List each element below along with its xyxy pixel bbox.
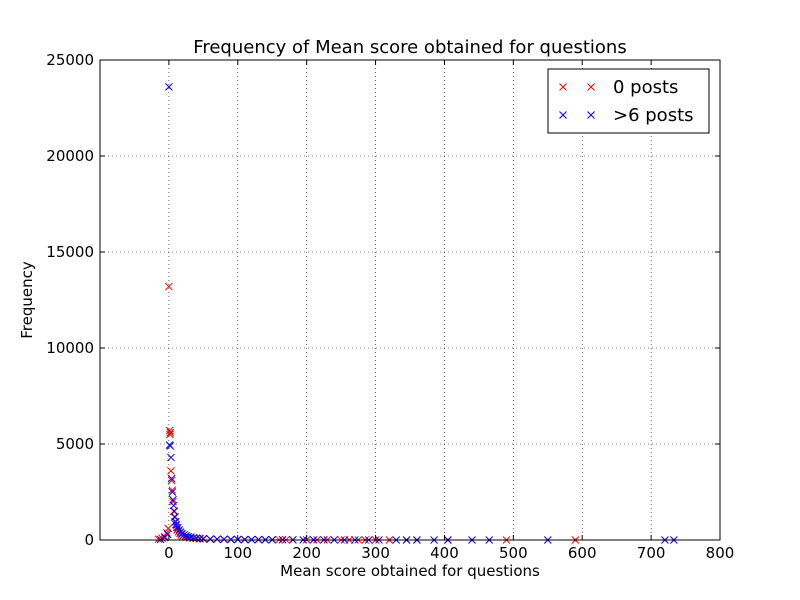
x-tick-label: 300: [361, 544, 390, 562]
legend: 0 posts >6 posts: [547, 68, 710, 134]
x-tick-label: 200: [292, 544, 321, 562]
data-point: [171, 517, 180, 526]
legend-marker: [587, 111, 595, 119]
data-point: [173, 523, 182, 532]
data-point: [213, 535, 221, 543]
legend-marker: [587, 83, 595, 91]
x-tick-label: 500: [499, 544, 528, 562]
data-point: [168, 488, 177, 496]
x-tick-label: 800: [706, 544, 735, 562]
y-tick-label: 25000: [46, 51, 94, 69]
data-point: [180, 530, 188, 539]
data-point: [227, 535, 235, 544]
legend-box: [547, 68, 710, 134]
data-point: [196, 534, 204, 543]
y-tick-label: 15000: [46, 243, 94, 261]
y-axis-label: Frequency: [18, 261, 36, 339]
y-tick-label: 5000: [56, 435, 94, 453]
data-point: [168, 486, 177, 494]
data-point: [156, 535, 165, 544]
x-tick-label: 400: [430, 544, 459, 562]
data-point: [220, 535, 228, 544]
x-tick-label: 700: [637, 544, 666, 562]
plot-frame: [99, 59, 721, 541]
data-point: [206, 535, 215, 543]
data-point: [167, 467, 175, 475]
legend-marker: [559, 83, 567, 91]
data-point: [163, 530, 172, 539]
x-tick-label: 100: [223, 544, 252, 562]
x-axis-label: Mean score obtained for questions: [280, 562, 540, 580]
data-point: [166, 428, 175, 437]
data-point: [167, 453, 175, 462]
legend-label: >6 posts: [613, 105, 694, 126]
y-tick-label: 10000: [46, 339, 94, 357]
y-tick-label: 20000: [46, 147, 94, 165]
x-tick-label: 600: [568, 544, 597, 562]
data-point: [182, 531, 190, 540]
data-point: [178, 529, 186, 538]
axis-ticks: 0 100 200 300 400 500 600 700 800 0 5000 10000 15000…: [46, 51, 734, 562]
chart-title: Frequency of Mean score obtained for que…: [193, 37, 626, 58]
data-point: [166, 430, 174, 439]
legend-label: 0 posts: [613, 77, 678, 98]
data-point: [199, 534, 208, 543]
legend-marker: [559, 111, 567, 119]
data-point: [165, 282, 173, 291]
data-point: [165, 83, 173, 91]
x-tick-label: 0: [164, 544, 174, 562]
data-point: [166, 442, 175, 450]
data-point: [167, 476, 176, 485]
data-point: [167, 474, 176, 483]
y-tick-label: 0: [84, 531, 94, 549]
